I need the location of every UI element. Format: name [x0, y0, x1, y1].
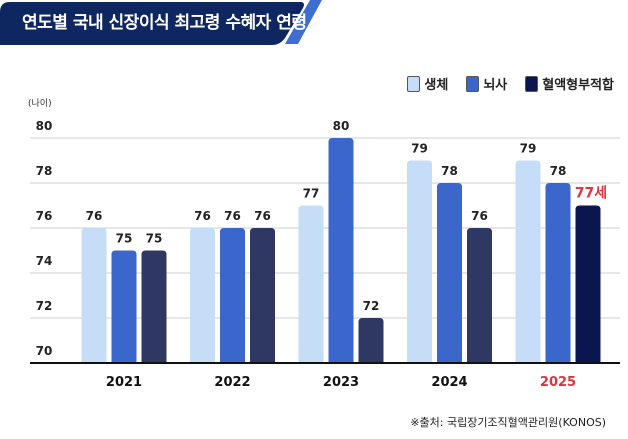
data-label: 77세: [575, 186, 607, 202]
data-label: 76: [86, 209, 103, 223]
legend-item-living: 생체: [407, 74, 448, 93]
legend-label: 뇌사: [483, 78, 508, 93]
data-label: 79: [411, 142, 428, 156]
data-label: 76: [194, 209, 211, 223]
y-tick-label: 78: [36, 164, 53, 178]
legend-item-abo-incompatible: 혈액형부적합: [525, 74, 614, 93]
chart-title: 연도별 국내 신장이식 최고령 수혜자 연령: [22, 13, 307, 33]
data-label: 79: [520, 142, 537, 156]
data-label: 76: [254, 209, 271, 223]
legend-swatch: [407, 75, 421, 92]
source-note: ※출처: 국립장기조직혈액관리원(KONOS): [410, 416, 606, 429]
x-tick-label: 2021: [106, 375, 142, 390]
bar: [545, 183, 571, 363]
y-tick-label: 70: [36, 344, 53, 358]
bar: [190, 228, 215, 363]
data-label: 78: [441, 164, 458, 178]
y-axis-label: (나이): [28, 99, 52, 109]
bar: [328, 138, 354, 363]
bar: [358, 318, 384, 363]
bar: [467, 228, 492, 363]
data-label: 76: [224, 209, 241, 223]
legend-label: 혈액형부적합: [542, 78, 614, 93]
y-tick-label: 80: [36, 119, 53, 133]
legend-swatch: [525, 75, 539, 92]
x-tick-label: 2022: [214, 375, 250, 390]
bar: [81, 228, 107, 363]
data-label: 75: [146, 232, 163, 246]
title-banner: [0, 0, 322, 45]
bar: [298, 205, 324, 363]
bar: [250, 228, 275, 363]
bar: [141, 250, 167, 363]
x-tick-label: 2023: [323, 375, 359, 390]
bar: [111, 250, 137, 363]
x-tick-label: 2024: [431, 375, 467, 390]
data-label: 80: [333, 119, 350, 133]
x-tick-label: 2025: [540, 375, 576, 390]
y-tick-label: 72: [36, 299, 53, 313]
legend-label: 생체: [424, 78, 449, 93]
bar: [437, 183, 462, 363]
bar: [575, 205, 601, 363]
legend-swatch: [466, 75, 480, 92]
legend-item-deceased: 뇌사: [466, 74, 507, 93]
legend: 생체 뇌사 혈액형부적합: [407, 74, 614, 93]
data-label: 72: [363, 299, 380, 313]
bar: [407, 160, 432, 363]
data-label: 76: [471, 209, 488, 223]
data-label: 75: [116, 232, 133, 246]
data-label: 78: [550, 164, 567, 178]
y-tick-label: 76: [36, 209, 53, 223]
y-tick-label: 74: [36, 254, 53, 268]
bar: [515, 160, 541, 363]
data-label: 77: [303, 187, 320, 201]
bar: [220, 228, 245, 363]
